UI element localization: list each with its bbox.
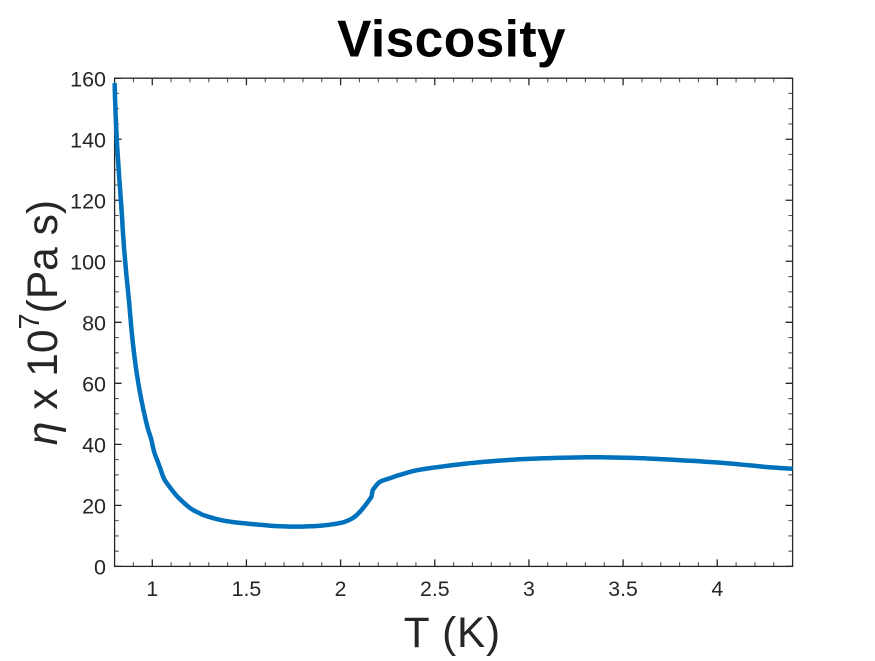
svg-text:3.5: 3.5: [608, 577, 638, 601]
svg-text:20: 20: [82, 495, 106, 519]
svg-text:100: 100: [70, 251, 106, 275]
svg-text:120: 120: [70, 190, 106, 214]
svg-text:140: 140: [70, 129, 106, 153]
svg-text:2.5: 2.5: [420, 577, 450, 601]
svg-text:80: 80: [82, 312, 106, 336]
svg-text:Viscosity: Viscosity: [337, 10, 566, 68]
svg-text:0: 0: [94, 556, 106, 580]
svg-text:1: 1: [146, 577, 158, 601]
svg-text:4: 4: [711, 577, 723, 601]
svg-text:40: 40: [82, 434, 106, 458]
svg-text:60: 60: [82, 373, 106, 397]
svg-text:T (K): T (K): [404, 609, 501, 656]
svg-text:1.5: 1.5: [232, 577, 262, 601]
svg-text:160: 160: [70, 68, 106, 92]
svg-text:2: 2: [335, 577, 347, 601]
svg-text:3: 3: [523, 577, 535, 601]
svg-text:η x 107(Pa s): η x 107(Pa s): [14, 200, 67, 445]
